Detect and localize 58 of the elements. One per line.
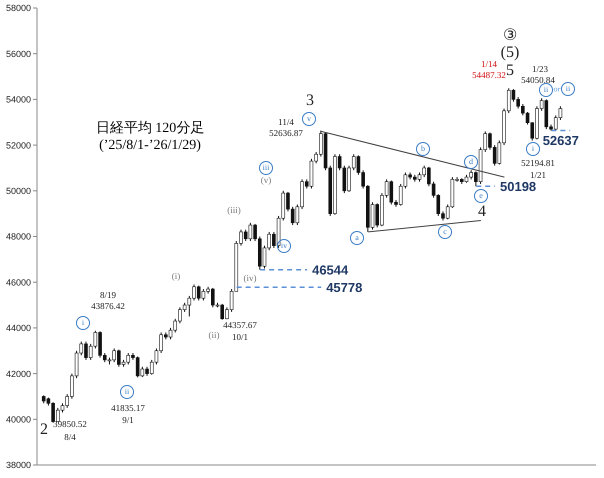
ref-line-label: 50198 (500, 178, 536, 194)
y-tick-label: 50000 (6, 186, 31, 196)
annotation: 1/21 (530, 170, 546, 180)
annotation: (v) (260, 175, 272, 185)
annotation: a (350, 231, 364, 245)
y-tick-label: 44000 (6, 323, 31, 334)
annotation: (i) (172, 271, 180, 281)
annotation: d (464, 155, 478, 169)
y-tick-label: 56000 (6, 48, 31, 59)
annotation: 52636.87 (269, 128, 303, 138)
annotation: 39850.52 (53, 419, 87, 429)
ref-line-label: 52637 (542, 132, 579, 148)
ref-line-label: 45778 (326, 280, 362, 295)
text: 日経平均 120分足 (96, 120, 204, 137)
annotation: or (553, 84, 561, 94)
annotation: c (438, 225, 452, 239)
annotation: 44357.67 (223, 320, 257, 330)
y-tick-label: 54000 (6, 94, 31, 105)
annotation: 8/19 (100, 290, 116, 300)
annotation: 4 (478, 203, 486, 221)
annotation: 8/4 (64, 432, 76, 442)
annotation: 52194.81 (521, 158, 555, 168)
text: (’25/8/1-’26/1/29) (99, 138, 201, 154)
y-tick-label: 42000 (6, 368, 31, 379)
annotation: (iv) (244, 273, 256, 283)
annotation: 11/4 (278, 117, 294, 127)
annotation: 54487.32 (472, 70, 506, 80)
annotation: ③ (503, 26, 517, 45)
annotation: e (474, 189, 488, 203)
y-tick-label: 52000 (6, 140, 31, 150)
annotation: b (416, 142, 430, 156)
annotation: 10/1 (232, 332, 248, 342)
annotation: 43876.42 (91, 301, 125, 311)
annotation: 2 (40, 421, 48, 439)
ref-line-label: 46544 (312, 262, 350, 278)
annotation: (iii) (227, 205, 241, 215)
text: ii (561, 82, 575, 96)
annotation: (ii) (208, 330, 220, 340)
annotation: 1/23 (532, 64, 548, 74)
annotation: v (302, 112, 316, 126)
annotation: 54050.84 (521, 75, 555, 85)
annotation: i (526, 142, 540, 156)
y-tick-label: 38000 (6, 460, 31, 470)
annotation: ii (120, 385, 134, 399)
annotation: 5 (506, 62, 514, 80)
annotation: (5) (500, 44, 520, 62)
annotation: 3 (306, 92, 314, 110)
annotation: iv (277, 239, 291, 253)
annotation: 1/14 (480, 59, 498, 69)
annotation: i (76, 316, 90, 330)
y-tick-label: 48000 (6, 232, 31, 242)
y-tick-label: 58000 (6, 3, 31, 14)
annotation: iii (259, 161, 273, 175)
annotation: 9/1 (122, 415, 134, 425)
annotation: ii (539, 83, 553, 97)
annotation: 41835.17 (111, 403, 145, 413)
y-tick-label: 46000 (6, 277, 31, 288)
y-tick-label: 40000 (6, 414, 31, 424)
